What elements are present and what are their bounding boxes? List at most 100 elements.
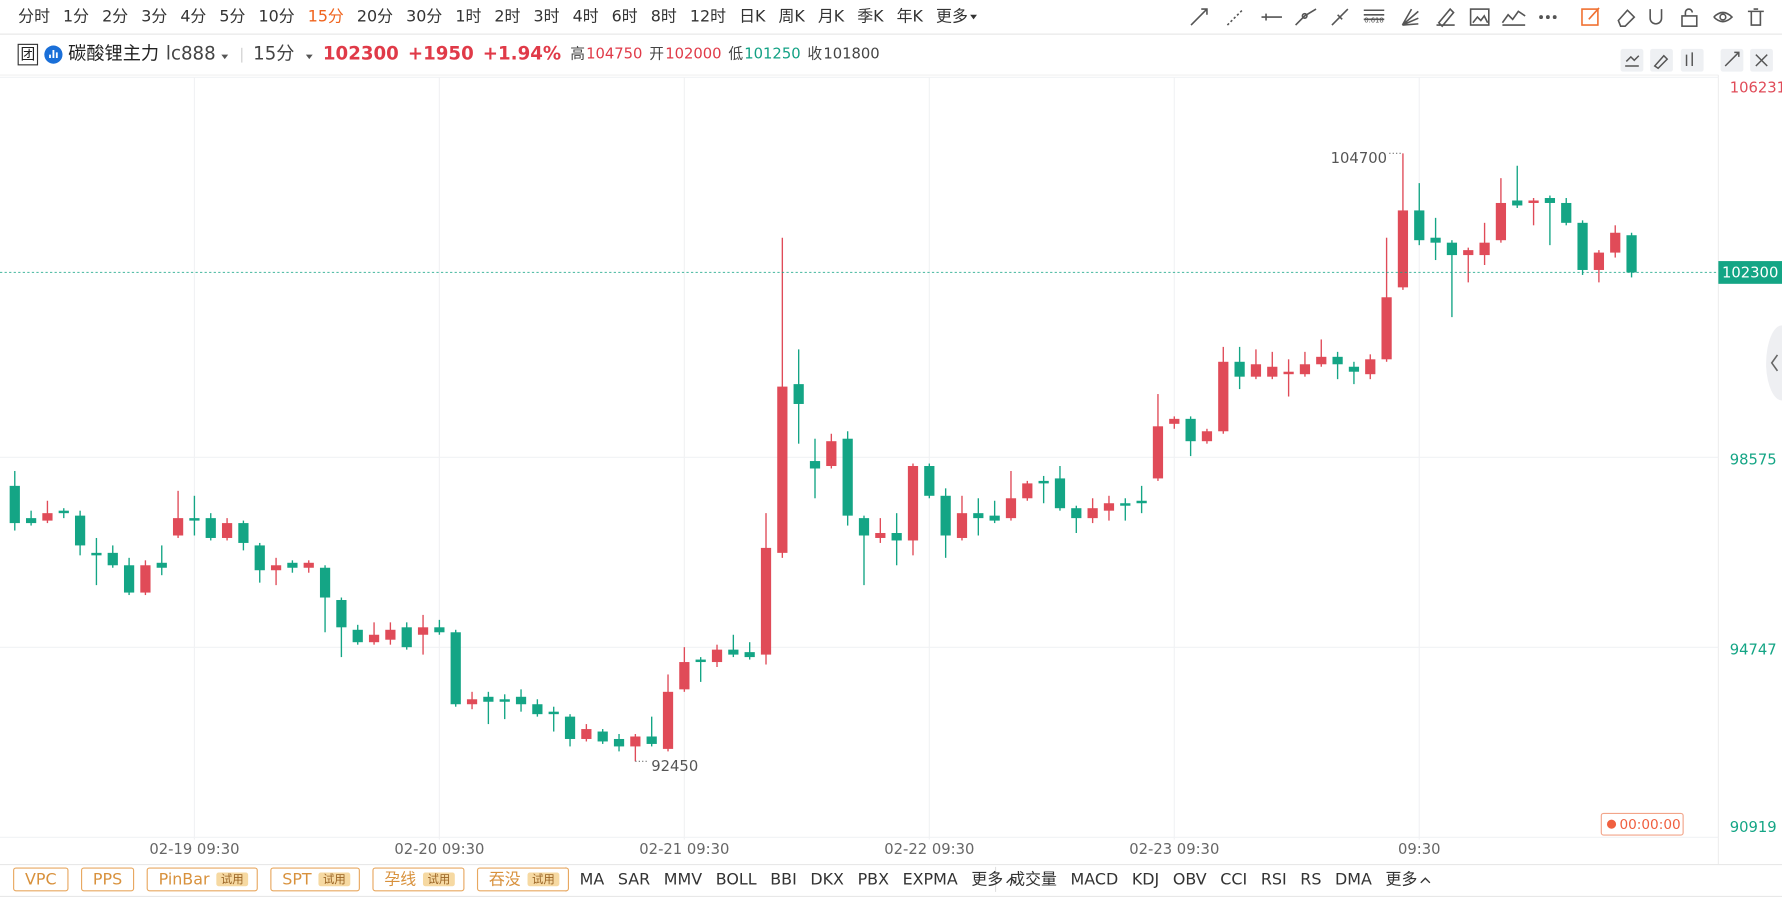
candle-body — [1479, 242, 1490, 256]
pattern-name[interactable]: 孕线 — [384, 869, 416, 888]
indicator[interactable]: 成交量 — [1009, 869, 1057, 888]
indicator[interactable]: MMV — [664, 869, 702, 888]
candle-body — [956, 513, 968, 538]
period-tab[interactable]: 8时 — [651, 7, 677, 26]
candle-body — [532, 704, 543, 715]
indicator[interactable]: DKX — [810, 869, 844, 888]
period-tab[interactable]: 4时 — [573, 7, 599, 26]
indicator[interactable]: EXPMA — [903, 869, 958, 888]
candle-body — [107, 552, 118, 566]
candle-body — [466, 699, 478, 705]
period-tab[interactable]: 1时 — [455, 7, 481, 26]
period-tab[interactable]: 3分 — [141, 7, 167, 26]
candle-body — [924, 466, 935, 496]
indicator[interactable]: CCI — [1220, 869, 1247, 888]
candle-body — [1332, 356, 1343, 365]
period-tab[interactable]: 30分 — [406, 7, 442, 26]
symbol-name[interactable]: 碳酸锂主力 — [68, 44, 159, 65]
candle-body — [695, 659, 706, 663]
candle-body — [777, 386, 788, 553]
period-tab[interactable]: 10分 — [259, 7, 295, 26]
period-tab[interactable]: 4分 — [180, 7, 206, 26]
trial-tag — [318, 872, 351, 887]
period-tab[interactable]: 季K — [857, 7, 884, 26]
trial-tag — [216, 872, 249, 887]
candle-body — [1022, 483, 1033, 499]
candle-body — [42, 513, 53, 521]
candle-body — [842, 438, 853, 516]
indicator[interactable]: MA — [580, 869, 605, 888]
indicator-more[interactable]: 更多 — [1386, 869, 1418, 888]
pattern-name[interactable]: 吞没 — [489, 869, 521, 888]
candle-body — [907, 466, 919, 541]
pattern-button[interactable] — [13, 867, 69, 892]
candle-body — [1120, 503, 1131, 506]
y-tick-label: 94747 — [1730, 642, 1777, 659]
stat-label: 收 — [807, 46, 822, 63]
period-tab[interactable]: 12时 — [690, 7, 726, 26]
indicator[interactable]: RSI — [1261, 869, 1287, 888]
candle-body — [1234, 361, 1245, 377]
period-tab[interactable]: 月K — [818, 7, 845, 26]
period-tab[interactable]: 2分 — [102, 7, 128, 26]
candle-body — [1169, 418, 1180, 424]
more-menu[interactable]: 更多 — [936, 7, 968, 26]
candle-body — [221, 523, 233, 538]
header-tools[interactable] — [1620, 48, 1773, 72]
edit-tools[interactable] — [1581, 7, 1764, 27]
indicator[interactable]: RS — [1300, 869, 1321, 888]
side-tab[interactable] — [1766, 325, 1782, 401]
candle-body — [401, 627, 412, 648]
stat-value: 104750 — [586, 46, 642, 63]
period-tab[interactable]: 3时 — [534, 7, 560, 26]
candle-body — [1495, 202, 1507, 241]
x-tick-label: 02-20 09:30 — [394, 841, 484, 858]
candle-body — [352, 629, 363, 643]
drawing-tools[interactable] — [1190, 7, 1557, 28]
indicator[interactable]: BBI — [770, 869, 797, 888]
candle-body — [417, 627, 429, 635]
indicator[interactable]: OBV — [1173, 869, 1207, 888]
indicator-more[interactable]: 更多 — [971, 869, 1003, 888]
period-tab[interactable]: 15分 — [308, 7, 344, 26]
candle-body — [973, 513, 984, 519]
indicator[interactable]: KDJ — [1132, 869, 1159, 888]
trial-label: 试用 — [221, 872, 244, 886]
indicator[interactable]: BOLL — [716, 869, 757, 888]
stat-value: 101800 — [823, 46, 879, 63]
candle-body — [1528, 200, 1539, 203]
period-tab[interactable]: 2时 — [494, 7, 520, 26]
period-tab[interactable]: 1分 — [63, 7, 89, 26]
candle-body — [940, 495, 951, 536]
candle-body — [809, 461, 821, 469]
side-tab-arrow — [1770, 354, 1779, 372]
candle-body — [1152, 426, 1164, 479]
indicator[interactable]: SAR — [618, 869, 650, 888]
period-tab[interactable]: 年K — [897, 7, 924, 26]
pattern-button[interactable] — [81, 867, 135, 892]
indicator[interactable]: DMA — [1335, 869, 1372, 888]
pattern-name[interactable]: SPT — [282, 869, 312, 888]
candle-body — [613, 738, 625, 747]
period-tab[interactable]: 周K — [778, 7, 805, 26]
period-tab[interactable]: 6时 — [612, 7, 638, 26]
period[interactable]: 15分 — [253, 44, 294, 65]
candle-body — [1365, 359, 1376, 375]
symbol-code[interactable]: lc888 — [166, 44, 216, 65]
pattern-name[interactable]: PPS — [93, 869, 122, 888]
candle-body — [1185, 418, 1196, 442]
period-tab[interactable]: 分时 — [18, 7, 50, 26]
period-tab[interactable]: 5分 — [219, 7, 245, 26]
pattern-name[interactable]: PinBar — [159, 869, 210, 888]
candle-body — [368, 634, 380, 643]
period-tab[interactable]: 20分 — [357, 7, 393, 26]
candle-body — [1087, 508, 1098, 519]
candle-body — [140, 565, 151, 593]
caret — [970, 14, 977, 20]
indicator[interactable]: PBX — [858, 869, 889, 888]
candle-body — [1397, 210, 1409, 288]
pattern-name[interactable]: VPC — [25, 869, 57, 888]
period-tab[interactable]: 日K — [739, 7, 766, 26]
indicator[interactable]: MACD — [1071, 869, 1119, 888]
